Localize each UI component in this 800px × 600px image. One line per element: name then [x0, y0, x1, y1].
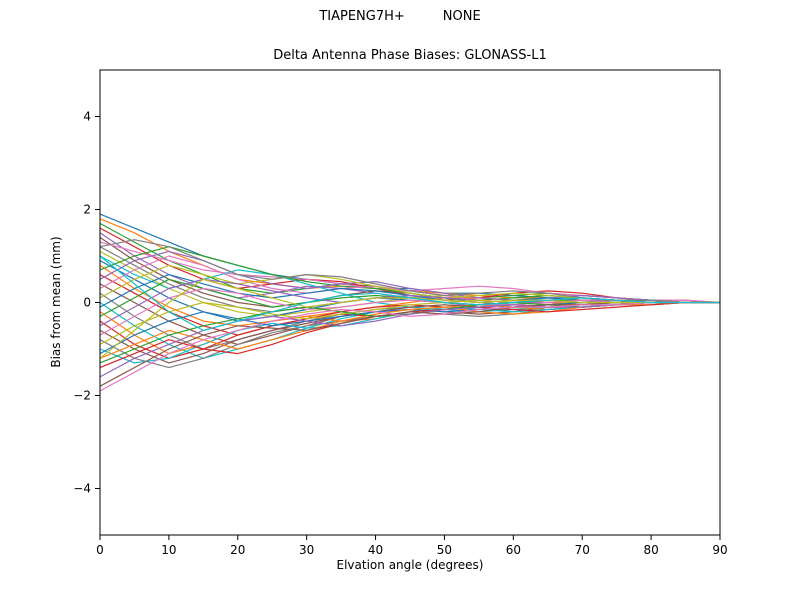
suptitle-right: NONE [442, 9, 481, 24]
y-tick-label: 4 [83, 110, 91, 124]
x-tick-label: 20 [230, 543, 245, 557]
y-axis-label: Bias from mean (mm) [49, 236, 63, 368]
axes-title: Delta Antenna Phase Biases: GLONASS-L1 [273, 48, 547, 63]
y-tick-label: 2 [83, 203, 91, 217]
x-tick-label: 10 [161, 543, 176, 557]
x-tick-label: 70 [575, 543, 590, 557]
series-line-s15 [99, 250, 720, 304]
series-line-s02 [99, 218, 720, 304]
x-tick-label: 80 [643, 543, 658, 557]
figure-suptitle: TIAPENG7H+ NONE [0, 9, 800, 24]
x-tick-label: 30 [299, 543, 314, 557]
y-tick-label: −4 [73, 482, 91, 496]
x-axis-label: Elvation angle (degrees) [336, 558, 484, 572]
x-tick-label: 40 [368, 543, 383, 557]
x-tick-label: 90 [712, 543, 727, 557]
x-tick-label: 60 [506, 543, 521, 557]
y-tick-label: −2 [73, 389, 91, 403]
series-line-s37 [99, 301, 720, 392]
y-tick-label: 0 [83, 296, 91, 310]
suptitle-left: TIAPENG7H+ [319, 9, 405, 24]
series-line-s40 [99, 255, 720, 331]
x-tick-label: 50 [437, 543, 452, 557]
x-tick-label: 0 [96, 543, 104, 557]
